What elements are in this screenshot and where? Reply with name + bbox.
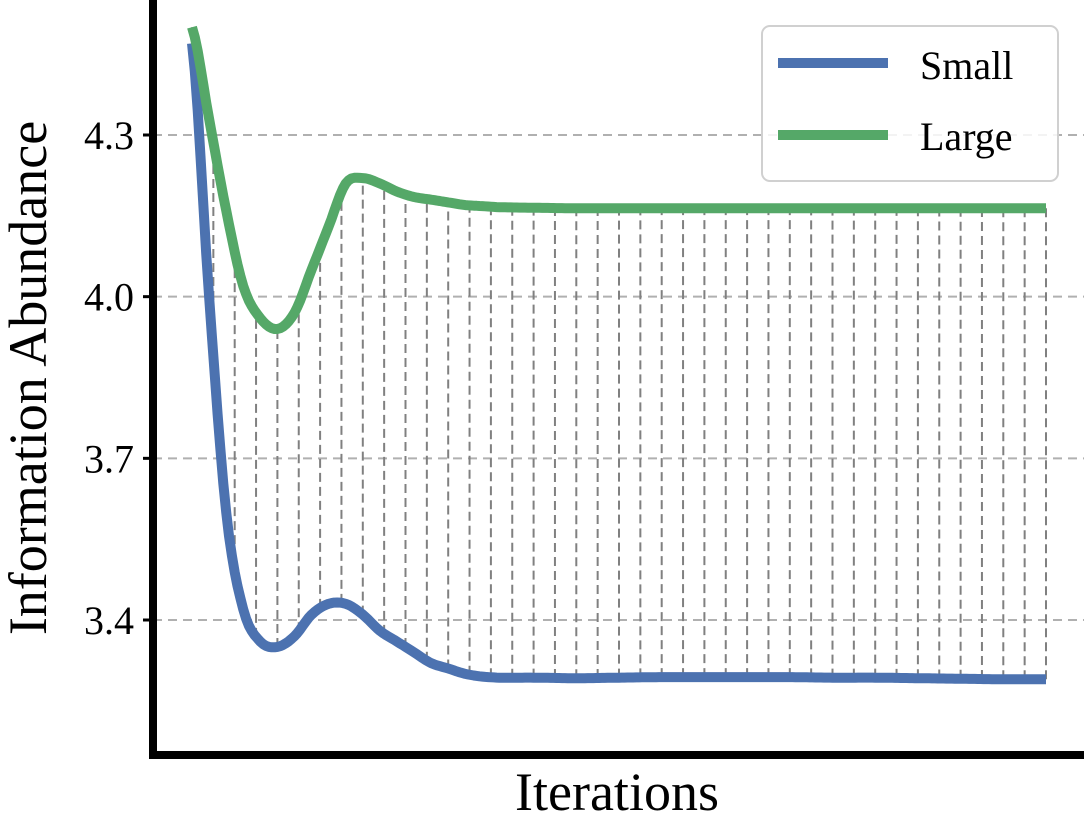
x-axis-title: Iterations <box>515 762 719 822</box>
axes <box>149 0 1084 759</box>
fill-between-lines <box>191 27 1047 680</box>
series-line-small <box>187 42 1049 685</box>
y-tick-label: 4.0 <box>84 275 134 320</box>
y-axis-title: Information Abundance <box>0 121 58 635</box>
y-tick-label: 3.7 <box>84 436 134 481</box>
y-tick-label: 3.4 <box>84 598 134 643</box>
y-tick-label: 4.3 <box>84 113 134 158</box>
legend: Small Large <box>761 25 1059 182</box>
series-line-large <box>187 25 1049 334</box>
series-lines <box>187 25 1049 685</box>
y-tick-labels: 3.4 3.7 4.0 4.3 <box>84 113 153 643</box>
legend-label-large: Large <box>920 114 1013 159</box>
legend-label-small: Small <box>920 43 1013 88</box>
legend-box <box>761 25 1059 182</box>
